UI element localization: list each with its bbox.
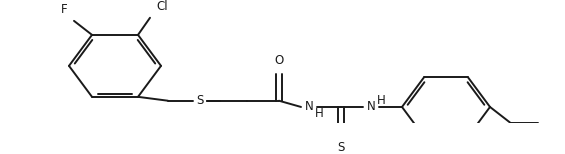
Text: N: N [305,100,314,113]
Text: H: H [377,94,385,107]
Text: Cl: Cl [156,0,168,13]
Text: S: S [337,141,345,154]
Text: S: S [196,94,204,107]
Text: H: H [315,107,323,120]
Text: F: F [62,3,68,16]
Text: O: O [275,53,284,67]
Text: N: N [367,100,375,113]
